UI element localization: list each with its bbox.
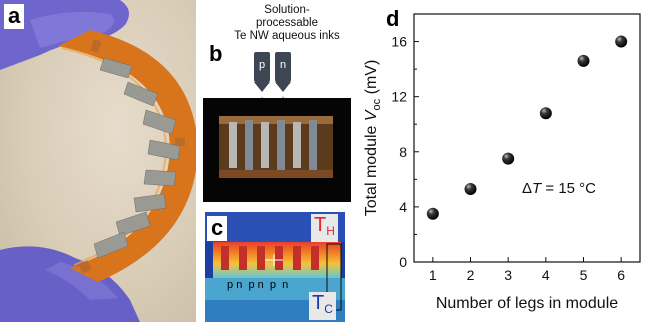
delta-t-annotation: ΔT = 15 °C [522, 180, 596, 197]
panel-a-photo: a [0, 0, 196, 322]
leg-label: n [258, 279, 264, 291]
data-point [465, 183, 477, 195]
flexible-module-photo [0, 0, 196, 322]
x-tick-label: 6 [617, 267, 625, 283]
leg-type-labels: p n p n p n [227, 279, 288, 291]
x-tick-label: 1 [429, 267, 437, 283]
x-tick-label: 4 [542, 267, 550, 283]
x-tick-label: 3 [504, 267, 512, 283]
data-point [427, 208, 439, 220]
panel-label-d: d [386, 8, 399, 30]
data-point [502, 153, 514, 165]
leg-label: p [248, 279, 254, 291]
y-tick-label: 0 [399, 254, 407, 270]
x-tick-label: 5 [580, 267, 588, 283]
leg-label: p [270, 279, 276, 291]
y-tick-label: 12 [391, 89, 407, 105]
leg-label: n [282, 279, 288, 291]
panel-label-b: b [205, 42, 226, 67]
leg-label: p [227, 279, 233, 291]
data-point [615, 36, 627, 48]
panel-d-chart: d 1 2 3 4 5 6 0 4 8 12 16 ΔT = 15 °C Number of leg… [356, 0, 656, 322]
panel-c-thermal: c TH TC p n p n p n [205, 212, 345, 322]
x-tick-label: 2 [467, 267, 475, 283]
leg-label: n [236, 279, 242, 291]
cold-side-label: TC [309, 292, 336, 320]
y-tick-label: 4 [399, 199, 407, 215]
y-tick-label: 8 [399, 144, 407, 160]
pen-label-n: n [278, 59, 288, 71]
hot-side-label: TH [311, 214, 338, 242]
panel-label-c: c [207, 216, 227, 241]
y-tick-label: 16 [391, 34, 407, 50]
data-point [540, 107, 552, 119]
printed-device-photo [203, 98, 351, 202]
pen-label-p: p [257, 59, 267, 71]
data-point [578, 55, 590, 67]
panel-b-inks: Solution- processable Te NW aqueous inks… [203, 2, 351, 202]
y-axis-label: Total module Voc (mV) [363, 60, 383, 217]
x-axis-label: Number of legs in module [436, 295, 618, 312]
plot-frame [414, 14, 640, 262]
panel-label-a: a [4, 4, 24, 29]
